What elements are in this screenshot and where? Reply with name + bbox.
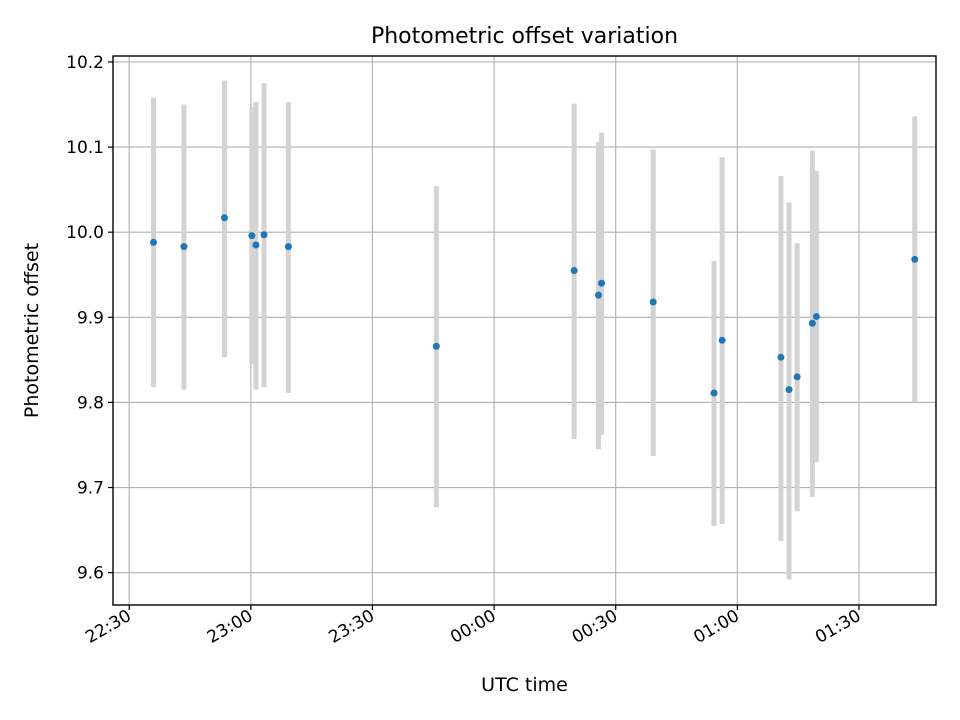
data-point xyxy=(180,243,188,251)
y-tick-label: 9.9 xyxy=(77,308,104,328)
data-point xyxy=(812,312,820,320)
data-point xyxy=(248,232,256,240)
data-point xyxy=(260,231,268,239)
data-point xyxy=(284,243,292,251)
y-tick-label: 9.8 xyxy=(77,393,104,413)
y-tick-label: 9.6 xyxy=(77,564,104,584)
data-point xyxy=(785,386,793,394)
data-point xyxy=(718,336,726,344)
data-point xyxy=(252,241,260,249)
data-point xyxy=(594,291,602,299)
x-axis-label: UTC time xyxy=(481,674,568,696)
data-point xyxy=(777,353,785,361)
y-tick-label: 10.2 xyxy=(66,53,104,73)
data-point xyxy=(598,279,606,287)
data-point xyxy=(150,238,158,246)
data-point xyxy=(911,255,919,263)
data-point xyxy=(649,298,657,306)
y-tick-label: 10.0 xyxy=(66,223,104,243)
data-point xyxy=(220,214,228,222)
chart-title: Photometric offset variation xyxy=(371,24,678,49)
data-point xyxy=(793,373,801,381)
data-point xyxy=(808,319,816,327)
y-tick-label: 10.1 xyxy=(66,138,104,158)
y-tick-label: 9.7 xyxy=(77,479,104,499)
y-axis-label: Photometric offset xyxy=(21,243,43,418)
data-point xyxy=(432,342,440,350)
data-point xyxy=(710,389,718,397)
plot-frame xyxy=(112,55,937,606)
data-point xyxy=(570,266,578,274)
data-point-layer xyxy=(150,214,919,397)
